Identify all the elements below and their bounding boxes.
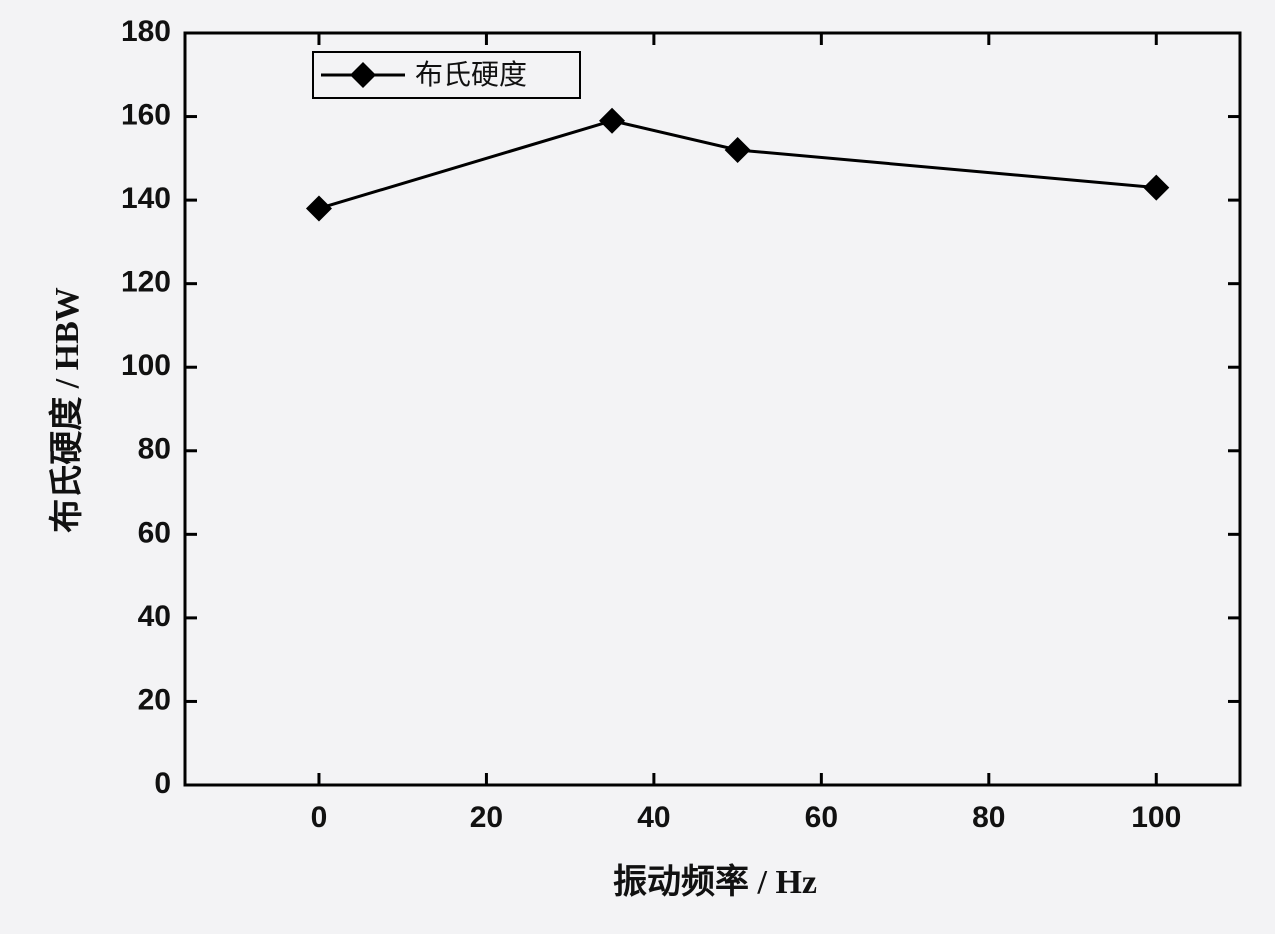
y-tick-label: 60 — [138, 516, 171, 549]
y-tick-label: 120 — [121, 266, 171, 299]
y-tick-label: 160 — [121, 98, 171, 131]
y-tick-label: 20 — [138, 683, 171, 716]
y-tick-label: 180 — [121, 15, 171, 48]
legend-marker — [350, 62, 376, 88]
marker — [1143, 174, 1170, 201]
marker — [724, 136, 751, 163]
plot-frame — [183, 31, 1242, 787]
x-tick-label: 80 — [972, 801, 1005, 834]
y-tick-label: 100 — [121, 349, 171, 382]
y-tick-label: 0 — [154, 767, 171, 800]
x-tick-label: 60 — [805, 801, 838, 834]
y-tick-label: 140 — [121, 182, 171, 215]
x-tick-label: 40 — [637, 801, 670, 834]
series-line — [318, 119, 1157, 210]
x-tick-label: 0 — [311, 801, 328, 834]
marker — [305, 195, 332, 222]
marker — [599, 107, 626, 134]
legend-box — [312, 51, 581, 99]
y-axis-title: 布氏硬度 / HBW — [48, 287, 86, 533]
x-axis-title: 振动频率 / Hz — [613, 863, 817, 901]
y-tick-label: 40 — [138, 600, 171, 633]
legend-label: 布氏硬度 — [415, 58, 527, 91]
y-tick-label: 80 — [138, 433, 171, 466]
x-tick-label: 100 — [1131, 801, 1181, 834]
x-tick-label: 20 — [470, 801, 503, 834]
